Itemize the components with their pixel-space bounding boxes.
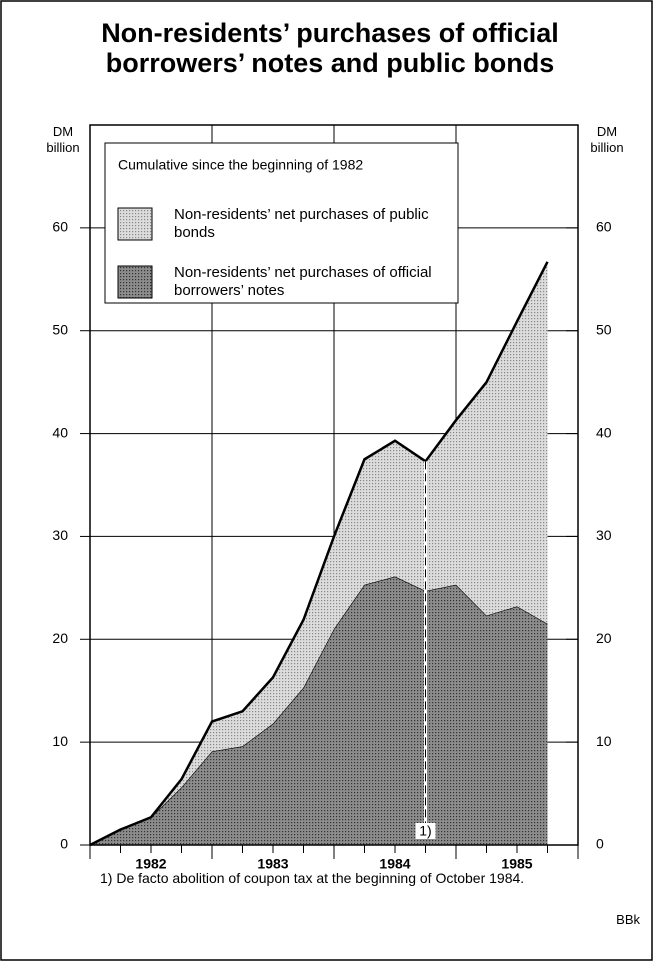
annotation-bg xyxy=(415,823,436,839)
y2-tick-label: 0 xyxy=(596,836,604,852)
area xyxy=(90,576,548,845)
legend-label: Non-residents’ net purchases of public b… xyxy=(174,206,429,241)
legend-label: Non-residents’ net purchases of official… xyxy=(174,264,432,299)
y2-tick-label: 60 xyxy=(596,219,612,235)
legend-title: Cumulative since the beginning of 1982 xyxy=(118,157,363,173)
chart-title: Non-residents’ purchases of official bor… xyxy=(101,18,559,78)
y-tick-label: 60 xyxy=(52,219,68,235)
y2-axis-label: DM billion xyxy=(590,124,624,155)
y2-tick-label: 20 xyxy=(596,630,612,646)
legend-swatch xyxy=(117,265,153,299)
area xyxy=(90,261,548,845)
y-tick-label: 20 xyxy=(52,630,68,646)
legend-swatch xyxy=(117,207,153,241)
x-tick-label: 1985 xyxy=(501,856,532,872)
y-tick-label: 50 xyxy=(52,321,68,337)
legend-box xyxy=(104,142,459,304)
y-axis-label: DM billion xyxy=(46,124,80,155)
y2-tick-label: 10 xyxy=(596,733,612,749)
area-edge xyxy=(89,261,549,847)
y2-tick-label: 40 xyxy=(596,424,612,440)
y-tick-label: 10 xyxy=(52,733,68,749)
x-tick-label: 1983 xyxy=(257,856,288,872)
source: BBk xyxy=(616,912,640,927)
footnote: 1) De facto abolition of coupon tax at t… xyxy=(100,870,525,886)
y2-tick-label: 50 xyxy=(596,321,612,337)
y-tick-label: 30 xyxy=(52,527,68,543)
y-tick-label: 0 xyxy=(60,836,68,852)
y-tick-label: 40 xyxy=(52,424,68,440)
x-tick-label: 1982 xyxy=(135,856,166,872)
plot-frame xyxy=(89,124,579,846)
x-tick-label: 1984 xyxy=(379,856,410,872)
y2-tick-label: 30 xyxy=(596,527,612,543)
annotation-label: 1) xyxy=(419,823,431,839)
